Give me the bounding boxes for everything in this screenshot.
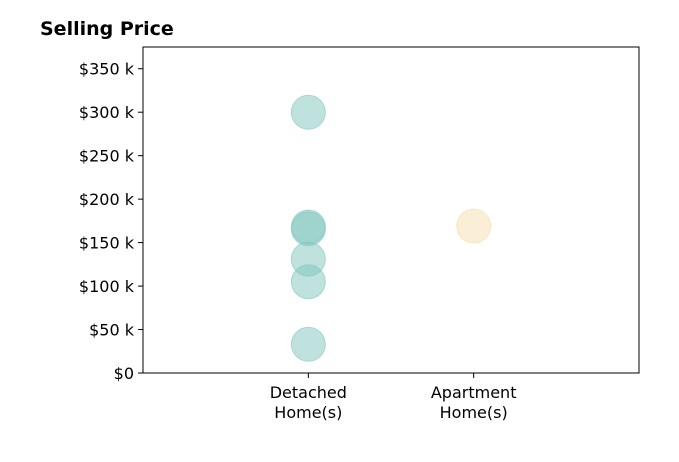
y-tick-label: $350 k [79, 60, 135, 79]
data-point [290, 211, 326, 247]
x-tick-label: Detached Home(s) [270, 383, 347, 422]
y-tick-label: $50 k [89, 321, 135, 340]
x-tick-label-line: Apartment [431, 383, 517, 402]
x-tick-label: Apartment Home(s) [431, 383, 517, 422]
x-tick-label-line: Home(s) [440, 403, 508, 422]
y-tick-label: $250 k [79, 147, 135, 166]
y-tick-label: $150 k [79, 234, 135, 253]
y-tick-label: $100 k [79, 277, 135, 296]
x-tick-label-line: Detached [270, 383, 347, 402]
data-point [290, 264, 326, 300]
data-point [456, 208, 492, 244]
x-tick-label-line: Home(s) [274, 403, 342, 422]
data-point [290, 94, 326, 130]
plot-area [142, 46, 640, 374]
data-point [290, 326, 326, 362]
data-points [290, 94, 492, 362]
y-tick-label: $300 k [79, 103, 135, 122]
y-tick-label: $200 k [79, 190, 135, 209]
y-axis: $0 $50 k $100 k $150 k $200 k $250 k $300 k $35… [79, 60, 143, 383]
y-tick-label: $0 [114, 364, 134, 383]
chart-title: Selling Price [40, 18, 174, 40]
x-axis: Detached Home(s)Apartment Home(s) [270, 373, 517, 422]
